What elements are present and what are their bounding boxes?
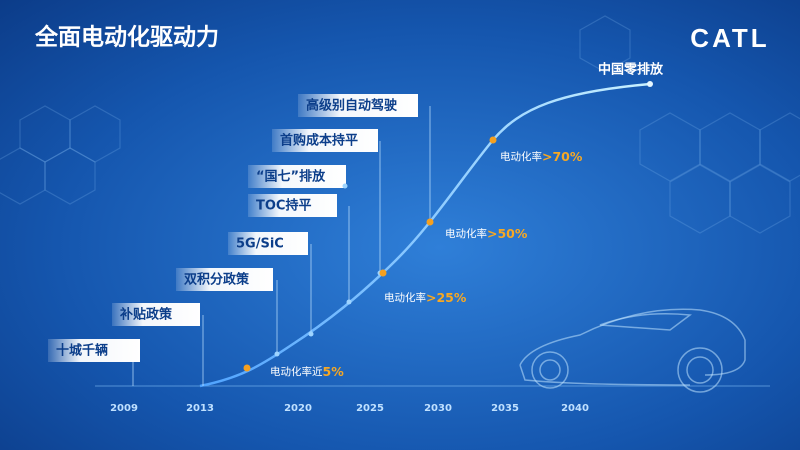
rate-value: >70% (542, 149, 583, 164)
year-label: 2035 (491, 403, 519, 414)
milestone-label: TOC持平 (256, 198, 311, 214)
milestone-box (228, 232, 308, 255)
car-outline (519, 308, 746, 393)
year-label: 2013 (186, 403, 214, 414)
year-label: 2030 (424, 403, 452, 414)
year-label: 2025 (356, 403, 384, 414)
rate-dot (379, 269, 387, 277)
milestone-box (248, 165, 346, 188)
rate-label: 电动化率 (500, 150, 542, 163)
milestone-point (274, 351, 280, 357)
rate-annotation: 电动化率近5% (270, 364, 344, 379)
milestone-box (248, 194, 337, 217)
year-label: 2009 (110, 403, 138, 414)
hexagon-pattern (0, 15, 800, 234)
milestone-label: 高级别自动驾驶 (306, 98, 397, 114)
year-label: 2020 (284, 403, 312, 414)
milestone-box (112, 303, 200, 326)
goal-point (647, 81, 653, 87)
rate-label: 电动化率 (445, 227, 487, 240)
milestone-label: 首购成本持平 (280, 133, 358, 149)
milestone-label: 十城千辆 (56, 343, 108, 359)
rate-value: 5% (323, 364, 345, 379)
rate-value: >50% (487, 226, 528, 241)
milestone-box (272, 129, 378, 152)
milestone-label: 5G/SiC (236, 237, 284, 252)
rate-annotation: 电动化率>70% (500, 149, 583, 164)
rate-label: 电动化率 (384, 291, 426, 304)
milestone-point (346, 299, 352, 305)
milestone-box (48, 339, 140, 362)
milestone-label: 补贴政策 (119, 307, 173, 323)
milestone-box (176, 268, 273, 291)
rate-annotation: 电动化率>25% (384, 290, 467, 305)
milestone-point (342, 183, 348, 189)
year-label: 2040 (561, 403, 589, 414)
rate-label: 电动化率近 (270, 365, 323, 378)
rate-dot (489, 136, 497, 144)
milestone-point (308, 331, 314, 337)
logo: CATL (690, 23, 769, 53)
goal-label: 中国零排放 (598, 62, 664, 78)
rate-dot (243, 364, 251, 372)
slide-title: 全面电动化驱动力 (34, 24, 219, 51)
rate-value: >25% (426, 290, 467, 305)
growth-curve (199, 82, 651, 388)
rate-dot (426, 218, 434, 226)
milestone-label: “国七”排放 (256, 169, 326, 185)
milestone-box (298, 94, 418, 117)
rate-annotation: 电动化率>50% (445, 226, 528, 241)
milestone-label: 双积分政策 (184, 272, 250, 288)
